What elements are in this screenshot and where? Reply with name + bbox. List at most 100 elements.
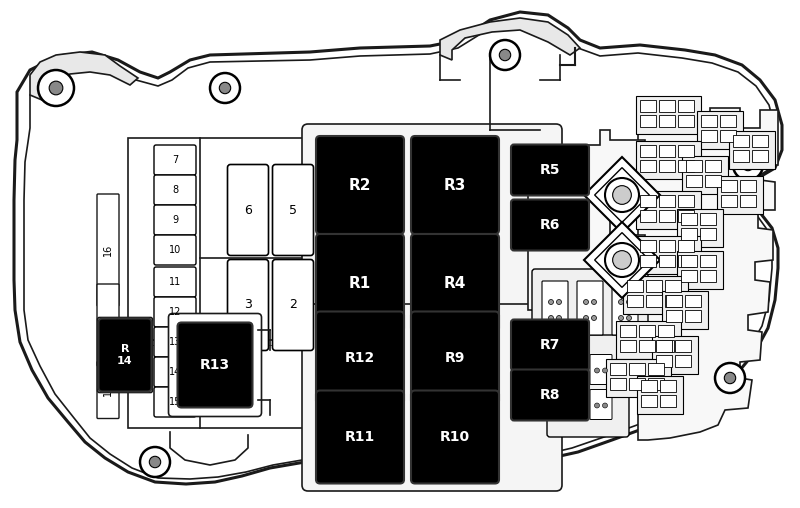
Text: 5: 5 [289,204,297,216]
Polygon shape [30,52,138,100]
Bar [681,270,697,282]
Bar [705,175,721,187]
Bar [639,195,655,207]
FancyBboxPatch shape [316,136,404,234]
Text: R
14: R 14 [117,344,133,366]
Circle shape [583,315,589,321]
FancyBboxPatch shape [316,391,404,484]
Bar [638,325,654,337]
Bar [677,209,723,247]
FancyBboxPatch shape [411,234,499,332]
Bar [721,195,737,207]
Text: 8: 8 [172,185,178,195]
Bar [647,363,663,375]
Bar [610,363,626,375]
FancyBboxPatch shape [154,387,196,417]
Circle shape [733,150,763,180]
Circle shape [577,368,582,373]
Bar [685,295,701,307]
Bar [658,115,674,127]
Text: 13: 13 [169,337,181,347]
Circle shape [591,300,597,304]
Bar [700,228,716,240]
FancyBboxPatch shape [590,355,612,385]
Bar [646,280,662,292]
Bar [658,100,674,112]
Bar [619,340,635,352]
FancyBboxPatch shape [97,284,119,366]
FancyBboxPatch shape [612,281,638,335]
FancyBboxPatch shape [154,205,196,235]
Polygon shape [14,12,782,484]
FancyBboxPatch shape [511,369,589,421]
Bar [681,255,697,267]
Text: 18: 18 [103,384,113,396]
Bar [678,210,694,222]
Text: R4: R4 [444,275,466,291]
FancyBboxPatch shape [590,390,612,420]
FancyBboxPatch shape [547,335,629,437]
Bar [678,100,694,112]
FancyBboxPatch shape [227,165,269,256]
Bar [678,160,694,172]
Circle shape [569,368,574,373]
FancyBboxPatch shape [154,235,196,265]
Polygon shape [584,157,660,233]
FancyBboxPatch shape [97,362,119,419]
Bar [658,195,674,207]
Bar [752,150,768,162]
Bar [658,160,674,172]
Text: 16: 16 [103,244,113,256]
Bar [675,340,691,352]
Bar [721,180,737,192]
Text: 15: 15 [169,397,181,407]
Circle shape [742,160,754,171]
FancyBboxPatch shape [564,390,586,420]
Text: R1: R1 [349,275,371,291]
Circle shape [49,81,63,95]
FancyBboxPatch shape [318,165,358,256]
Text: R10: R10 [440,430,470,444]
Bar [682,156,728,194]
Polygon shape [594,233,650,288]
FancyBboxPatch shape [97,194,119,306]
Circle shape [557,315,562,321]
FancyBboxPatch shape [154,267,196,297]
Circle shape [549,315,554,321]
Bar [658,340,674,352]
Bar [639,115,655,127]
FancyBboxPatch shape [302,124,562,336]
Polygon shape [594,168,650,223]
Bar [665,295,681,307]
FancyBboxPatch shape [98,319,151,392]
Bar [606,359,670,397]
Bar [658,210,674,222]
Circle shape [715,363,745,393]
FancyBboxPatch shape [564,355,586,385]
Bar [678,255,694,267]
FancyBboxPatch shape [316,311,404,404]
Bar [681,228,697,240]
Circle shape [490,40,520,70]
Text: 9: 9 [172,215,178,225]
Bar [626,295,642,307]
Bar [740,195,756,207]
Circle shape [594,368,599,373]
FancyBboxPatch shape [273,165,314,256]
Text: R7: R7 [540,338,560,352]
Circle shape [210,73,240,103]
Text: R2: R2 [349,177,371,193]
Text: R8: R8 [540,388,560,402]
Bar [678,240,694,252]
Text: R3: R3 [444,177,466,193]
Circle shape [591,315,597,321]
Bar [675,355,691,367]
Text: R12: R12 [345,351,375,365]
FancyBboxPatch shape [154,145,196,175]
FancyBboxPatch shape [532,269,648,347]
FancyBboxPatch shape [318,260,358,351]
Circle shape [626,315,631,321]
FancyBboxPatch shape [273,260,314,351]
Bar [635,96,701,134]
Bar [629,363,645,375]
